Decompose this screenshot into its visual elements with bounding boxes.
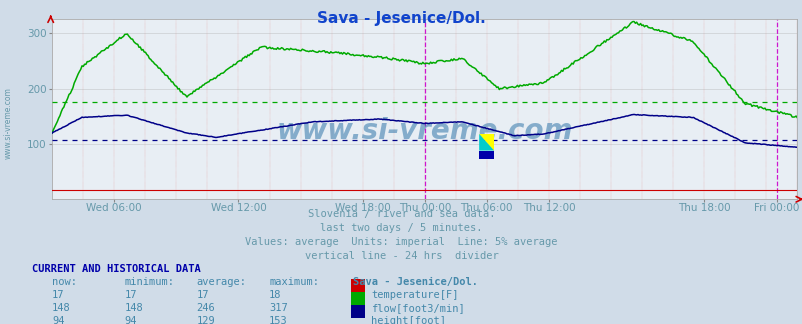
Text: Sava - Jesenice/Dol.: Sava - Jesenice/Dol. [317,11,485,26]
Text: 246: 246 [196,303,215,313]
Text: vertical line - 24 hrs  divider: vertical line - 24 hrs divider [304,251,498,261]
Text: now:: now: [52,277,77,287]
Text: 317: 317 [269,303,287,313]
Text: 17: 17 [124,290,137,300]
Polygon shape [479,134,493,151]
Text: www.si-vreme.com: www.si-vreme.com [3,87,13,159]
Text: average:: average: [196,277,246,287]
Text: 129: 129 [196,316,215,324]
Text: Values: average  Units: imperial  Line: 5% average: Values: average Units: imperial Line: 5%… [245,237,557,247]
Text: minimum:: minimum: [124,277,174,287]
Text: last two days / 5 minutes.: last two days / 5 minutes. [320,223,482,233]
Text: Sava - Jesenice/Dol.: Sava - Jesenice/Dol. [353,277,478,287]
Text: 18: 18 [269,290,282,300]
Text: www.si-vreme.com: www.si-vreme.com [276,117,573,145]
Text: temperature[F]: temperature[F] [371,290,458,300]
Text: height[foot]: height[foot] [371,316,445,324]
Text: Slovenia / river and sea data.: Slovenia / river and sea data. [307,209,495,219]
Text: CURRENT AND HISTORICAL DATA: CURRENT AND HISTORICAL DATA [32,264,200,274]
Text: 148: 148 [52,303,71,313]
Text: 148: 148 [124,303,143,313]
Text: 17: 17 [196,290,209,300]
Text: 153: 153 [269,316,287,324]
Text: maximum:: maximum: [269,277,318,287]
Text: 94: 94 [124,316,137,324]
Polygon shape [479,151,493,159]
Polygon shape [479,134,493,151]
Text: 94: 94 [52,316,65,324]
Text: flow[foot3/min]: flow[foot3/min] [371,303,464,313]
Text: 17: 17 [52,290,65,300]
